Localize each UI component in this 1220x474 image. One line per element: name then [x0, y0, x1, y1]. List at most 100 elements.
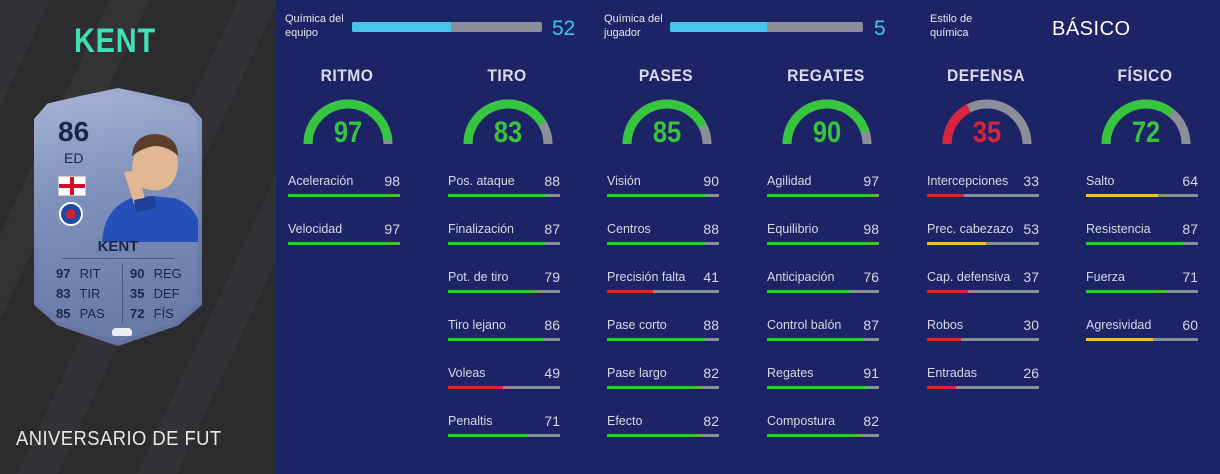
- club-badge-icon: [59, 202, 83, 226]
- sub-stat-row: Pase corto 88: [607, 317, 725, 344]
- sub-stat-bar-fill: [448, 386, 503, 389]
- sub-stat-label: Control balón: [767, 318, 842, 332]
- card-stat-label: RIT: [79, 266, 101, 281]
- category-title: DEFENSA: [947, 66, 1025, 85]
- sub-stat-bar: [448, 194, 560, 197]
- sub-stat-bar: [927, 290, 1039, 293]
- sub-stat-value: 87: [544, 221, 560, 237]
- sub-stat-row: Resistencia 87: [1086, 221, 1204, 248]
- sub-stat-label: Efecto: [607, 414, 643, 428]
- sub-stat-bar: [927, 242, 1039, 245]
- sub-stat-row: Salto 64: [1086, 173, 1204, 200]
- sub-stat-bar-fill: [448, 194, 547, 197]
- category-title: TIRO: [487, 66, 527, 85]
- player-chemistry-fill: [670, 22, 767, 32]
- sub-stat-bar-fill: [767, 242, 877, 245]
- sub-stat-label: Agresividad: [1086, 318, 1152, 332]
- sub-stat-row: Entradas 26: [927, 365, 1045, 392]
- player-chemistry-bar: [670, 22, 863, 32]
- sub-stat-bar-fill: [767, 434, 859, 437]
- sub-stat-bar: [767, 386, 879, 389]
- england-flag-icon: [58, 176, 86, 196]
- sub-stat-bar: [607, 242, 719, 245]
- sub-stat-label: Anticipación: [767, 270, 835, 284]
- sub-stat-bar: [448, 290, 560, 293]
- sub-stat-bar: [1086, 242, 1198, 245]
- promo-name: ANIVERSARIO DE FUT: [16, 428, 222, 450]
- sub-stat-bar-fill: [1086, 290, 1166, 293]
- sub-stat-label: Aceleración: [288, 174, 354, 188]
- team-chemistry-fill: [352, 22, 451, 32]
- player-card[interactable]: 86 ED KENT 97 RIT 83 TIR 85 PAS 90 REG 3…: [34, 88, 202, 346]
- sub-stat-row: Precisión falta 41: [607, 269, 725, 296]
- gauge-fill: [1101, 99, 1175, 145]
- sub-stat-label: Penaltis: [448, 414, 493, 428]
- sub-stat-bar-fill: [927, 194, 964, 197]
- sub-stat-label: Pase corto: [607, 318, 667, 332]
- sub-stat-row: Penaltis 71: [448, 413, 566, 440]
- boot-icon: [112, 328, 132, 336]
- sub-stat-bar-fill: [927, 338, 961, 341]
- sub-stat-bar: [1086, 290, 1198, 293]
- player-panel: KENT 86 ED KENT 97 RIT 83 TIR 85 PAS 90 …: [0, 0, 276, 474]
- sub-stat-bar-fill: [607, 386, 699, 389]
- sub-stat-label: Visión: [607, 174, 641, 188]
- sub-stat-bar-fill: [607, 338, 706, 341]
- stat-column-defending: DEFENSA 35 Intercepciones 33 Prec. cabezazo 5…: [927, 66, 1045, 389]
- sub-stat-value: 41: [703, 269, 719, 285]
- sub-stat-value: 86: [544, 317, 560, 333]
- sub-stat-row: Pot. de tiro 79: [448, 269, 566, 296]
- sub-stat-bar-fill: [767, 386, 869, 389]
- player-chemistry-value: 5: [874, 17, 886, 40]
- sub-stat-value: 71: [544, 413, 560, 429]
- category-value: 97: [333, 116, 363, 149]
- sub-stat-bar: [1086, 338, 1198, 341]
- sub-stat-row: Regates 91: [767, 365, 885, 392]
- sub-stat-value: 87: [863, 317, 879, 333]
- category-value: 35: [972, 116, 1002, 149]
- chemistry-style-value[interactable]: BÁSICO: [1052, 18, 1131, 40]
- category-gauge: [463, 99, 553, 145]
- sub-stat-row: Tiro lejano 86: [448, 317, 566, 344]
- sub-stat-row: Agresividad 60: [1086, 317, 1204, 344]
- sub-stat-bar: [607, 434, 719, 437]
- sub-stat-bar-fill: [607, 290, 653, 293]
- sub-stat-row: Centros 88: [607, 221, 725, 248]
- sub-stat-label: Agilidad: [767, 174, 812, 188]
- card-stat-label: DEF: [153, 286, 180, 301]
- sub-stat-bar: [1086, 194, 1198, 197]
- sub-stat-bar-fill: [1086, 194, 1158, 197]
- card-stat-label: FÍS: [153, 306, 174, 321]
- player-chemistry-label: Química del jugador: [604, 13, 663, 39]
- sub-stat-row: Finalización 87: [448, 221, 566, 248]
- sub-stat-bar-fill: [288, 242, 397, 245]
- sub-stat-bar: [767, 194, 879, 197]
- sub-stat-value: 82: [703, 365, 719, 381]
- card-stat-dribbling: 90 REG: [130, 266, 182, 281]
- stat-column-pace: RITMO 97 Aceleración 98 Velocidad 97: [288, 66, 406, 245]
- card-stat-label: REG: [153, 266, 182, 281]
- sub-stat-value: 98: [863, 221, 879, 237]
- category-value: 72: [1131, 116, 1161, 149]
- sub-stat-value: 97: [384, 221, 400, 237]
- sub-stat-value: 90: [703, 173, 719, 189]
- sub-stat-bar-fill: [607, 194, 708, 197]
- sub-stat-bar: [607, 194, 719, 197]
- card-divider: [62, 258, 174, 259]
- sub-stat-label: Compostura: [767, 414, 836, 428]
- sub-stat-value: 30: [1023, 317, 1039, 333]
- sub-stat-bar: [927, 338, 1039, 341]
- sub-stat-label: Salto: [1086, 174, 1115, 188]
- category-title: REGATES: [787, 66, 865, 85]
- card-stat-value: 85: [56, 306, 71, 321]
- sub-stat-bar-fill: [448, 242, 546, 245]
- sub-stat-bar: [448, 242, 560, 245]
- sub-stat-bar: [767, 434, 879, 437]
- stat-column-dribbling: REGATES 90 Agilidad 97 Equilibrio 98 Anticipac…: [767, 66, 885, 437]
- sub-stat-bar: [927, 194, 1039, 197]
- sub-stat-value: 71: [1182, 269, 1198, 285]
- sub-stat-row: Intercepciones 33: [927, 173, 1045, 200]
- sub-stat-row: Fuerza 71: [1086, 269, 1204, 296]
- card-stat-value: 35: [130, 286, 145, 301]
- sub-stat-value: 88: [703, 221, 719, 237]
